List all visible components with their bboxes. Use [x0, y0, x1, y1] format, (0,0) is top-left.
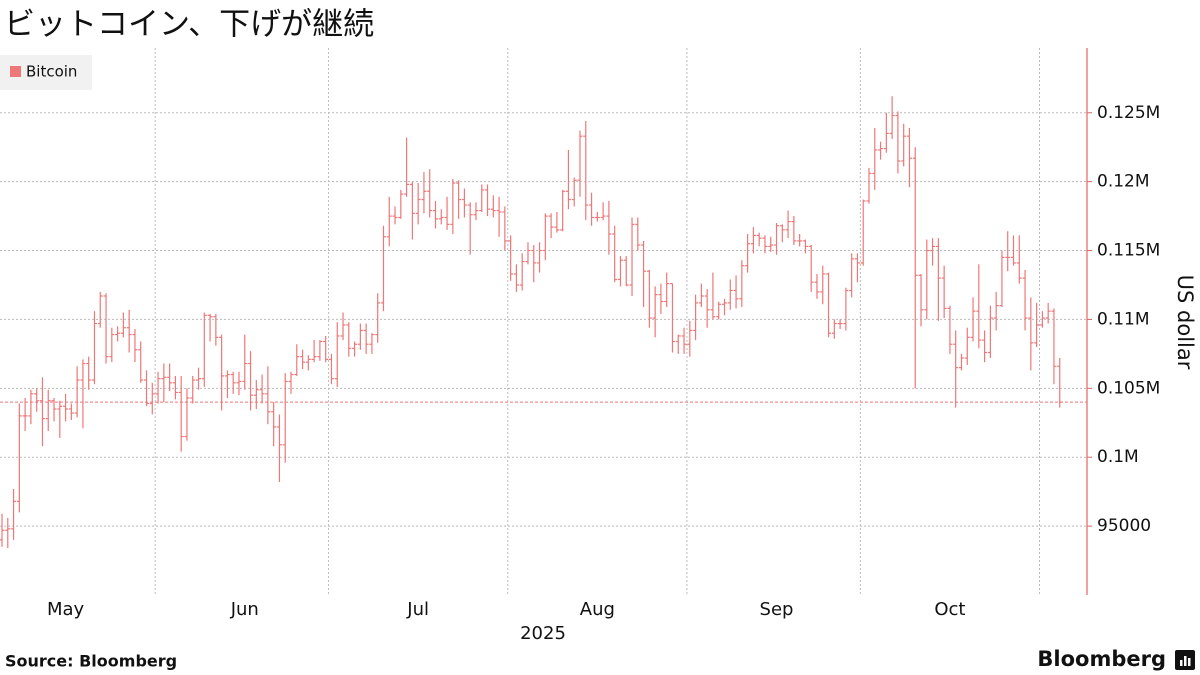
y-tick-label: 95000 — [1097, 516, 1151, 536]
y-tick-label: 0.105M — [1097, 378, 1160, 398]
legend-swatch — [10, 66, 21, 77]
legend: Bitcoin — [0, 55, 92, 90]
x-tick-label: Jul — [406, 599, 429, 620]
legend-label: Bitcoin — [26, 63, 77, 81]
x-tick-label: May — [47, 599, 85, 620]
x-tick-label: Jun — [230, 599, 259, 620]
ohlc-series — [0, 96, 1063, 549]
y-tick-label: 0.1M — [1097, 447, 1139, 467]
logo-icon — [1175, 650, 1195, 670]
y-tick-label: 0.125M — [1097, 103, 1160, 123]
chart-title: ビットコイン、下げが継続 — [4, 7, 374, 43]
logo: Bloomberg — [1037, 647, 1166, 671]
x-axis-label: 2025 — [520, 623, 566, 644]
x-tick-label: Aug — [580, 599, 615, 620]
x-tick-label: Oct — [934, 599, 965, 620]
y-tick-label: 0.11M — [1097, 309, 1150, 329]
y-tick-label: 0.12M — [1097, 172, 1150, 192]
grid — [0, 48, 1087, 595]
source: Source: Bloomberg — [5, 652, 177, 671]
y-axis-label: US dollar — [1173, 275, 1197, 370]
y-tick-label: 0.115M — [1097, 241, 1160, 261]
x-tick-label: Sep — [760, 599, 794, 620]
